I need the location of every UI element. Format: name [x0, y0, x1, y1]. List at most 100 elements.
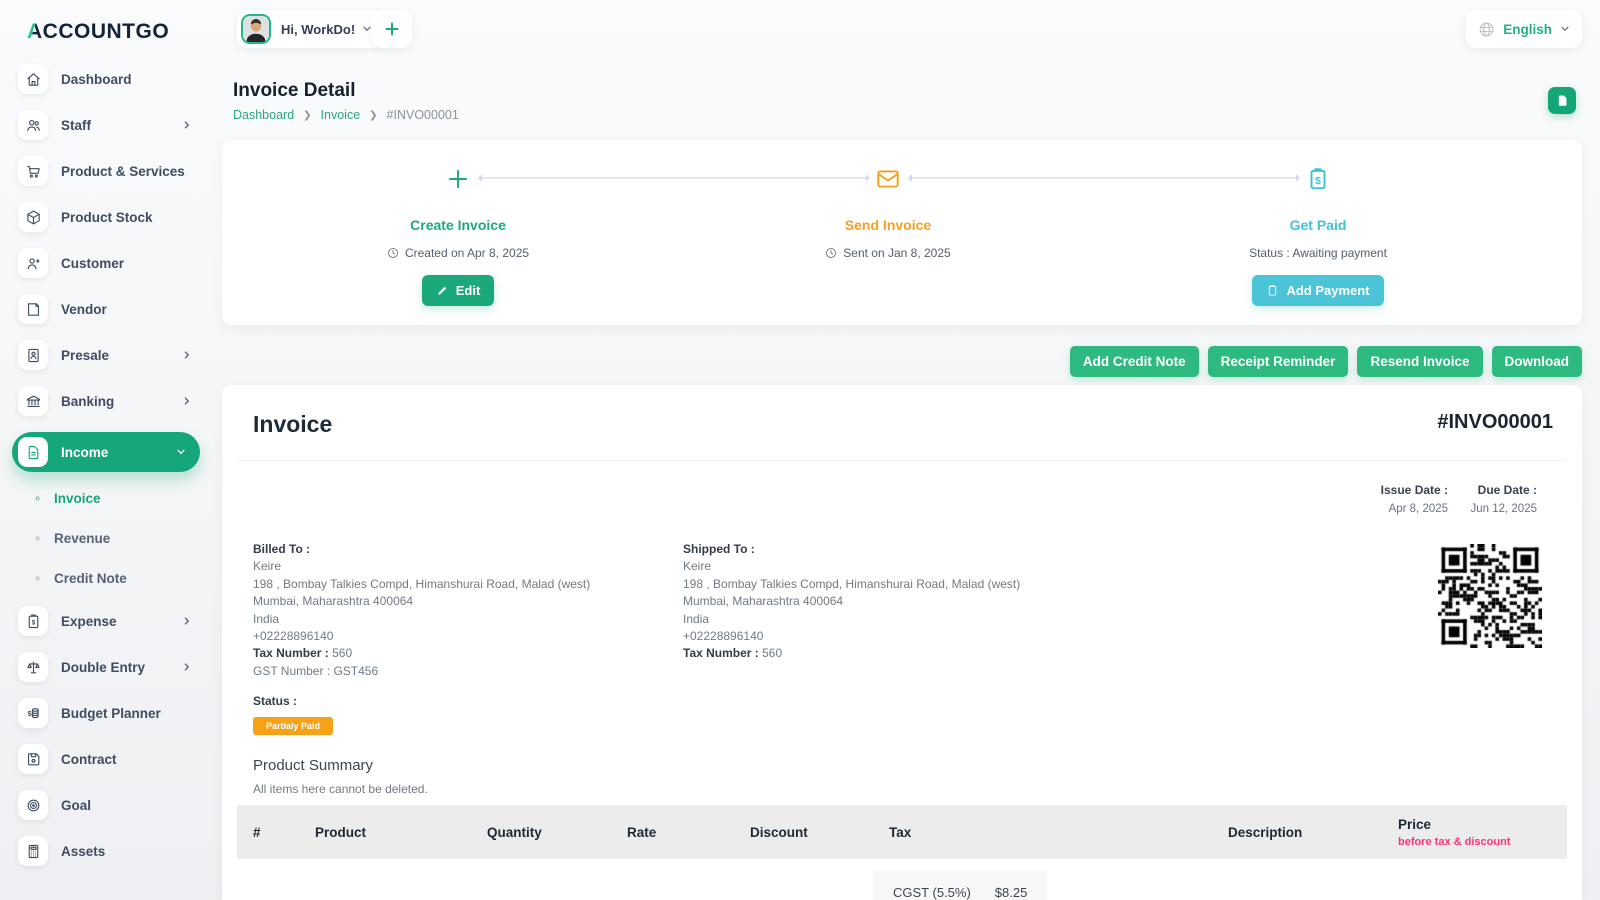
dot-icon: [33, 494, 42, 503]
page-header: Invoice Detail Dashboard ❯ Invoice ❯ #IN…: [233, 80, 459, 122]
chevron-down-icon: [362, 24, 372, 34]
export-invoice-button[interactable]: [1548, 87, 1576, 114]
cell-description: -: [1212, 859, 1382, 900]
column-header-quantity: Quantity: [487, 824, 542, 840]
sidebar-item-vendor[interactable]: Vendor: [12, 294, 200, 324]
tax-amount: $8.25: [994, 885, 1028, 900]
staff-icon: [26, 119, 40, 131]
sidebar-nav: Dashboard Staff Product & Services Product …: [0, 58, 212, 866]
address-label: Billed To :: [253, 542, 311, 556]
pencil-icon: [437, 286, 447, 295]
billed-to-block: Billed To : Keire 198 , Bombay Talkies Com…: [253, 541, 590, 680]
income-icon: [28, 445, 38, 459]
document-icon: [1558, 95, 1566, 106]
dot-icon: [35, 496, 40, 500]
status-label: Status :: [253, 694, 298, 708]
table-row: 1Bicycle parts1 (Inch)$150.00$0.00CGST (…: [237, 859, 1567, 900]
svg-text:$: $: [1315, 176, 1321, 187]
sidebar-item-customer[interactable]: Customer: [12, 248, 200, 278]
column-header-rate: Rate: [627, 824, 657, 840]
sidebar-subitem-credit-note[interactable]: Credit Note: [33, 566, 212, 590]
sidebar-item-product-services[interactable]: Product & Services: [12, 156, 200, 186]
sidebar-subitem-revenue[interactable]: Revenue: [33, 526, 212, 550]
expense-icon: $: [28, 614, 38, 628]
sidebar-item-expense[interactable]: $ Expense: [12, 606, 200, 636]
column-header-description: Description: [1228, 824, 1303, 840]
sidebar-subitem-invoice[interactable]: Invoice: [33, 486, 212, 510]
breadcrumb-separator: ❯: [369, 109, 378, 121]
bank-icon: [26, 395, 40, 407]
sidebar-item-contract[interactable]: Contract: [12, 744, 200, 774]
dot-icon: [33, 574, 42, 583]
step-send-invoice: Send Invoice Sent on Jan 8, 2025: [738, 140, 1038, 260]
status-badge: Partialy Paid: [253, 717, 334, 735]
tax-name: CGST (5.5%): [893, 885, 971, 900]
sidebar-item-presale[interactable]: Presale: [12, 340, 200, 370]
brand-logo-text: CCOUNTGO: [42, 20, 170, 43]
goal-icon: [27, 799, 39, 811]
chevron-right-icon: [182, 350, 192, 360]
receipt-reminder-button[interactable]: Receipt Reminder: [1207, 346, 1349, 377]
product-summary-note: All items here cannot be deleted.: [253, 782, 428, 796]
product-table-header: # Product Quantity Rate Discount Tax Descripti…: [237, 805, 1567, 859]
step-connector: [478, 174, 870, 182]
address-line: +02228896140: [683, 629, 764, 644]
sidebar-item-dashboard[interactable]: Dashboard: [12, 64, 200, 94]
sidebar-item-budget-planner[interactable]: $ Budget Planner: [12, 698, 200, 728]
sidebar-item-product-stock[interactable]: Product Stock: [12, 202, 200, 232]
address-line: +02228896140: [253, 629, 334, 644]
cube-icon: [26, 210, 40, 224]
plus-icon: [385, 22, 399, 36]
sidebar-item-goal[interactable]: Goal: [12, 790, 200, 820]
contract-icon: [18, 744, 48, 774]
user-menu[interactable]: Hi, WorkDo!: [237, 10, 385, 48]
goal-icon: [18, 790, 48, 820]
expense-icon: $: [18, 606, 48, 636]
invoice-title: Invoice: [253, 411, 333, 437]
status-section: Status : Partialy Paid: [237, 682, 1567, 735]
sidebar-item-staff[interactable]: Staff: [12, 110, 200, 140]
invoice-actions: Add Credit Note Receipt Reminder Resend In…: [222, 346, 1582, 377]
column-header-price: Price before tax & discount: [1382, 817, 1567, 848]
download-button[interactable]: Download: [1491, 346, 1582, 377]
cell-discount: $0.00: [734, 859, 873, 900]
chevron-down-icon: [1560, 24, 1570, 34]
breadcrumb-dashboard[interactable]: Dashboard: [233, 108, 295, 122]
brand-logo-accent: A: [27, 20, 43, 43]
language-selector[interactable]: English: [1466, 10, 1582, 48]
address-line: Keire: [683, 559, 712, 574]
invoice-number: #INVO00001: [1437, 411, 1553, 433]
edit-button[interactable]: Edit: [421, 275, 495, 306]
qr-code: [1438, 544, 1542, 648]
dot-icon: [35, 536, 40, 540]
issue-date-label: Issue Date :: [1380, 483, 1449, 497]
invoice-dates: Issue Date : Apr 8, 2025 Due Date : Jun …: [237, 461, 1567, 517]
due-date-value: Jun 12, 2025: [1470, 503, 1537, 515]
plus-icon: [448, 169, 468, 189]
cart-icon: [26, 165, 40, 178]
tax-number-line: Tax Number : 560: [253, 646, 353, 661]
pencil-icon: [436, 284, 449, 297]
income-icon: [18, 437, 48, 467]
add-payment-button[interactable]: Add Payment: [1252, 275, 1384, 306]
sidebar-item-banking[interactable]: Banking: [12, 386, 200, 416]
sidebar-item-assets[interactable]: Assets: [12, 836, 200, 866]
sidebar-item-income[interactable]: Income: [12, 432, 200, 472]
resend-invoice-button[interactable]: Resend Invoice: [1357, 346, 1483, 377]
breadcrumb-invoice[interactable]: Invoice: [320, 108, 361, 122]
chevron-right-icon: [182, 120, 192, 130]
invoice-progress-card: Create Invoice Created on Apr 8, 2025 Edit…: [222, 140, 1582, 325]
due-date-label: Due Date :: [1477, 483, 1537, 497]
brand-logo[interactable]: ACCOUNTGO: [0, 18, 212, 58]
add-credit-note-button[interactable]: Add Credit Note: [1069, 346, 1199, 377]
chevron-down-icon: [176, 447, 186, 457]
cell-tax: CGST (5.5%) $8.25: [873, 859, 1212, 900]
column-header--: #: [253, 824, 261, 840]
column-header-tax: Tax: [889, 824, 912, 840]
sidebar-item-double-entry[interactable]: Double Entry: [12, 652, 200, 682]
quick-add-button[interactable]: [372, 10, 412, 48]
budget-icon: $: [27, 707, 39, 718]
customer-icon: [27, 257, 40, 269]
column-header-discount: Discount: [750, 824, 808, 840]
address-label: Shipped To :: [683, 542, 755, 556]
